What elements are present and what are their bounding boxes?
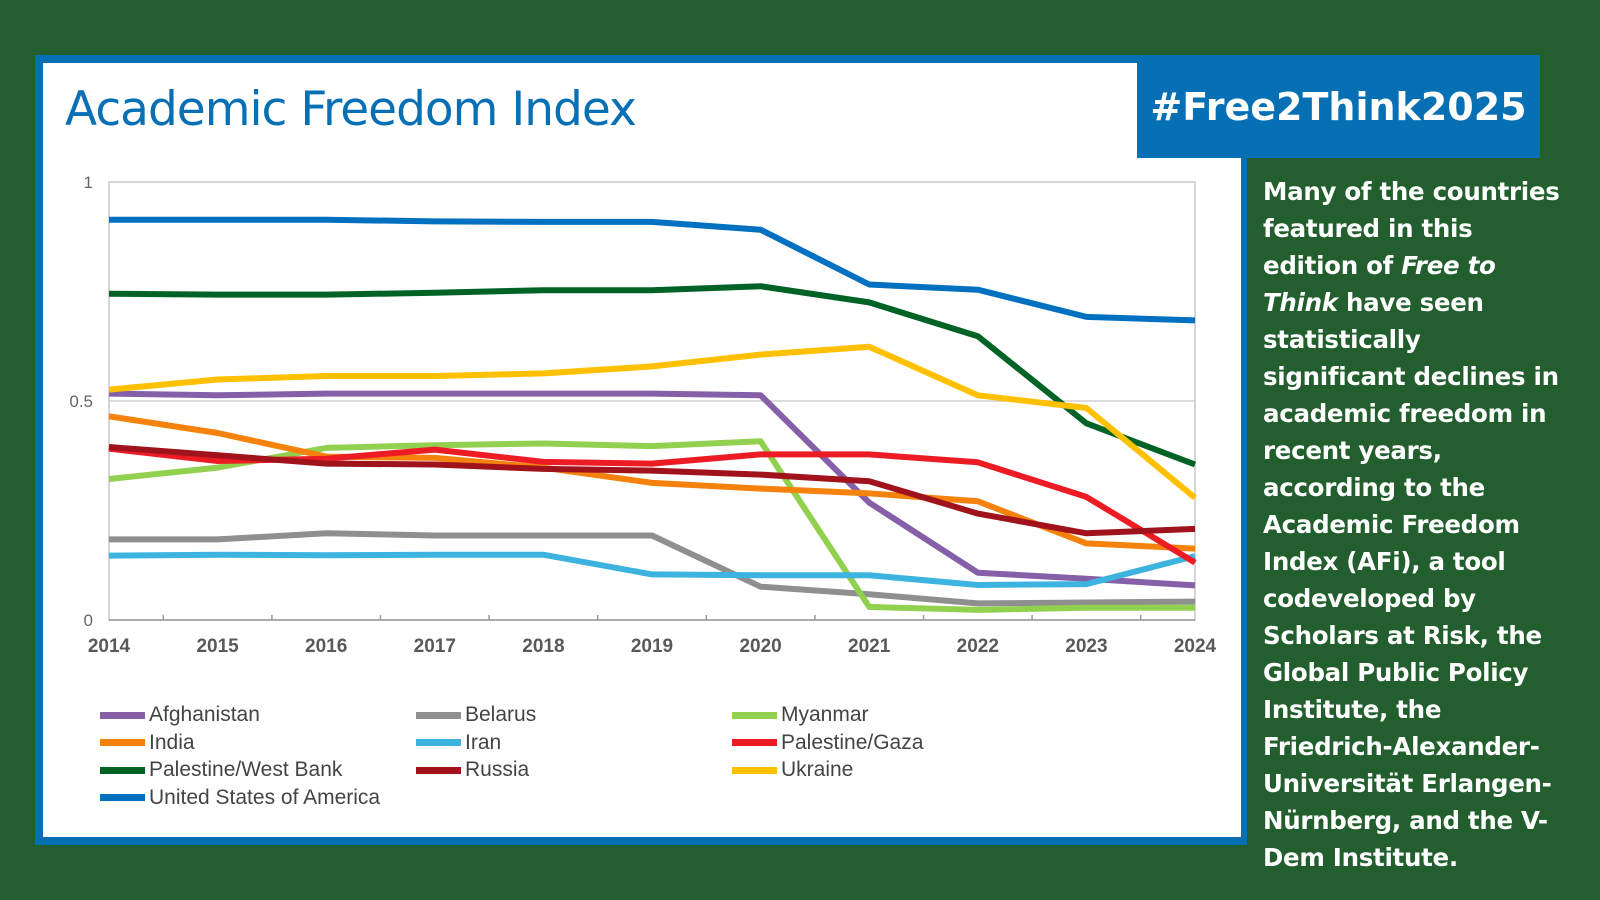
legend-item: United States of America: [100, 786, 380, 810]
legend-label: Afghanistan: [149, 703, 260, 726]
series-line-russia: [108, 444, 1196, 537]
series-line-palestine-gaza: [108, 445, 1197, 566]
series-line-india: [108, 413, 1196, 552]
x-tick-label: 2016: [305, 636, 347, 657]
description-part: have seen statistically significant decl…: [1263, 288, 1559, 872]
series-line-iran: [108, 551, 1196, 588]
legend-swatch: [732, 711, 777, 719]
x-tick-label: 2024: [1174, 636, 1217, 657]
hashtag-text: #Free2Think2025: [1150, 84, 1527, 129]
x-tick-label: 2023: [1065, 636, 1107, 657]
y-tick-label: 0.5: [69, 392, 93, 411]
description-text: Many of the countries featured in this e…: [1263, 173, 1563, 876]
legend-item: Iran: [416, 731, 501, 755]
description-part: Many of the countries featured in this e…: [1263, 177, 1560, 280]
legend-label: Russia: [465, 758, 530, 781]
legend-item: Belarus: [416, 703, 536, 727]
legend-item: Afghanistan: [100, 703, 260, 727]
page-title: Academic Freedom Index: [65, 82, 637, 137]
x-tick-label: 2015: [196, 636, 239, 657]
x-tick-label: 2017: [414, 636, 456, 657]
legend-swatch: [100, 794, 145, 801]
legend-swatch: [416, 711, 461, 719]
legend-label: Iran: [465, 730, 502, 754]
legend-swatch: [100, 711, 145, 719]
x-tick-label: 2018: [522, 636, 564, 657]
legend-label: Belarus: [465, 703, 537, 726]
legend-label: United States of America: [149, 785, 381, 809]
series-line-myanmar: [108, 438, 1195, 613]
series-line-afghanistan: [108, 390, 1196, 589]
legend-label: Palestine/Gaza: [781, 730, 924, 754]
x-tick-label: 2021: [848, 636, 891, 657]
legend-swatch: [100, 739, 145, 746]
x-tick-label: 2019: [631, 636, 673, 657]
series-line-belarus: [109, 530, 1196, 607]
y-tick-label: 1: [84, 173, 93, 192]
legend-label: Myanmar: [781, 703, 869, 726]
legend-item: Myanmar: [732, 703, 869, 727]
legend-swatch: [416, 766, 461, 774]
legend-swatch: [732, 766, 777, 774]
y-tick-label: 0: [84, 611, 93, 630]
legend-label: Palestine/West Bank: [149, 758, 343, 781]
legend-swatch: [416, 739, 461, 746]
series-line-ukraine: [108, 343, 1197, 501]
legend-item: India: [100, 731, 195, 755]
series-line-united-states-of-america: [109, 216, 1196, 324]
legend-label: Ukraine: [781, 758, 854, 781]
x-tick-label: 2022: [957, 636, 999, 657]
publication-title: Free to Think: [1263, 251, 1496, 317]
legend-item: Palestine/Gaza: [732, 731, 923, 755]
legend-label: India: [149, 730, 195, 754]
x-tick-label: 2014: [88, 636, 131, 657]
legend-swatch: [732, 739, 777, 746]
legend-swatch: [100, 766, 145, 774]
legend-item: Palestine/West Bank: [100, 758, 342, 782]
legend-item: Ukraine: [732, 758, 853, 782]
legend-item: Russia: [416, 758, 529, 782]
x-tick-label: 2020: [739, 636, 781, 657]
hashtag-banner: #Free2Think2025: [1137, 55, 1540, 158]
series-line-palestine-west-bank: [108, 283, 1197, 468]
chart-panel: [35, 55, 1247, 845]
